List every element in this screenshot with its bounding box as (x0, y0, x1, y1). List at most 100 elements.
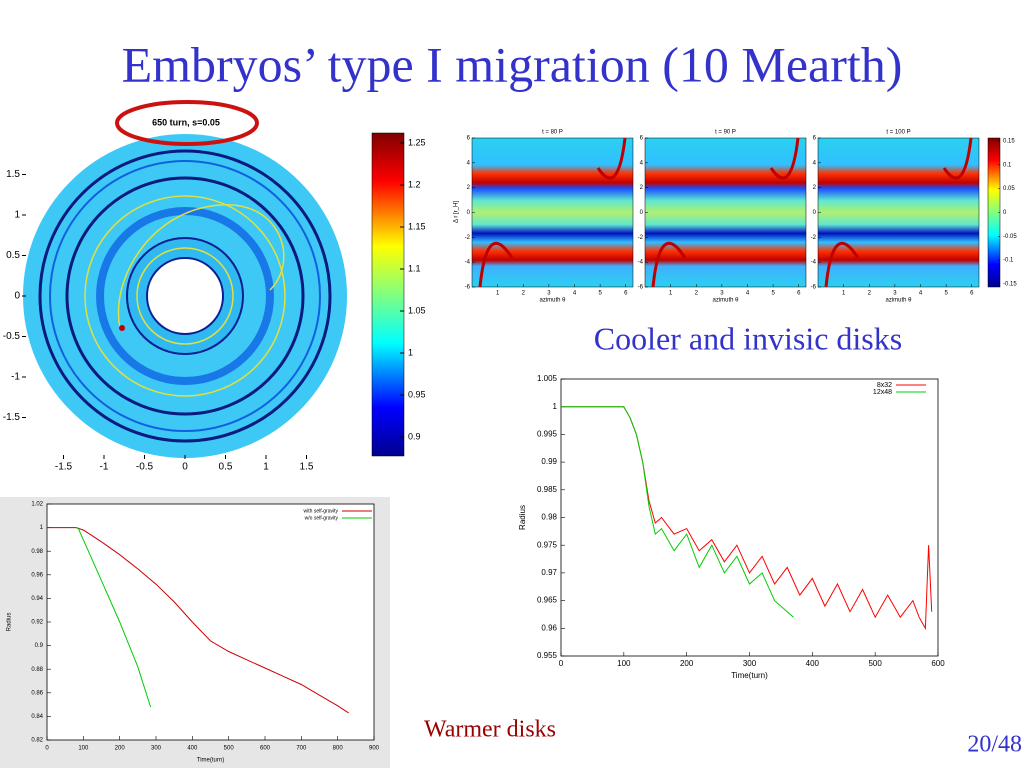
colorbar-tick-label: 1.25 (408, 137, 426, 147)
y-tick-label: 0.94 (31, 596, 43, 602)
disk-x-tick-label: 1 (263, 462, 269, 473)
y-tick-label: 0.955 (537, 651, 558, 660)
y-tick-label: 1.02 (31, 502, 43, 508)
heatmap-y-tick-label: 2 (467, 185, 471, 191)
heatmap-x-tick-label: 3 (720, 291, 724, 297)
series-line (561, 406, 794, 618)
heatmap-x-tick-label: 1 (842, 291, 846, 297)
heatmap-x-tick-label: 6 (624, 291, 628, 297)
y-tick-label: 0.96 (541, 623, 557, 632)
heatmap-y-tick-label: -4 (638, 260, 644, 266)
spiral-arm (651, 241, 687, 288)
disk-x-tick-label: -1.5 (55, 462, 73, 473)
heatmap-colorbar-tick-label: 0.1 (1003, 162, 1012, 168)
y-tick-label: 0.96 (31, 572, 43, 578)
disk-y-tick-label: -1.5 (3, 412, 21, 423)
heatmap-y-tick-label: 6 (813, 136, 817, 142)
series-line (47, 527, 349, 714)
y-tick-label: 0.97 (541, 568, 557, 577)
spiral-arm (596, 137, 627, 180)
heatmap-x-tick-label: 2 (522, 291, 526, 297)
legend-label: with self-gravity (304, 508, 339, 514)
heatmap-title: t = 80 P (542, 130, 563, 136)
cooler-panel (510, 370, 950, 690)
disk (23, 134, 347, 458)
heatmap-xlabel: azimuth θ (539, 298, 566, 304)
heatmap-y-tick-label: -6 (465, 285, 471, 291)
warmer-caption: Warmer disks (424, 717, 556, 743)
y-tick-label: 0.84 (31, 714, 43, 720)
highlight-ellipse (115, 100, 259, 146)
disk-y-tick-label: 0 (14, 291, 20, 302)
disk-y-tick-label: 1 (14, 210, 20, 221)
x-axis-label: Time(turn) (731, 671, 768, 680)
x-tick-label: 100 (617, 659, 631, 668)
heatmap-x-tick-label: 5 (944, 291, 948, 297)
heatmap-x-tick-label: 6 (970, 291, 974, 297)
heatmap-y-tick-label: -6 (811, 285, 817, 291)
heatmap-x-tick-label: 6 (797, 291, 801, 297)
heatmap-xlabel: azimuth θ (712, 298, 739, 304)
y-tick-label: 0.995 (537, 430, 558, 439)
spiral-arm (478, 241, 514, 288)
disk-y-tick-label: -1 (11, 372, 20, 383)
legend-label: 8x32 (877, 382, 892, 389)
heatmap-colorbar-tick-label: -0.05 (1003, 234, 1017, 240)
heatmap-xlabel: azimuth θ (885, 298, 912, 304)
heatmap-x-tick-label: 3 (893, 291, 897, 297)
heatmap-y-tick-label: -2 (811, 235, 817, 241)
spiral-arm (824, 241, 860, 288)
y-tick-label: 1 (40, 525, 44, 531)
y-tick-label: 0.98 (541, 513, 557, 522)
disk-x-tick-label: 0.5 (219, 462, 233, 473)
heatmap-y-tick-label: 4 (467, 160, 471, 166)
heatmap-x-tick-label: 2 (868, 291, 872, 297)
x-tick-label: 600 (260, 746, 271, 752)
x-tick-label: 200 (680, 659, 694, 668)
series-line (77, 527, 152, 708)
heatmap-y-tick-label: -2 (638, 235, 644, 241)
heatmap-x-tick-label: 2 (695, 291, 699, 297)
colorbar (371, 132, 405, 457)
heatmap-x-tick-label: 4 (746, 291, 750, 297)
x-tick-label: 400 (806, 659, 820, 668)
heatmap-y-tick-label: 0 (467, 210, 471, 216)
heatmap-colorbar-tick-label: -0.1 (1003, 258, 1014, 264)
spiral-arm (769, 137, 800, 180)
disk-y-tick-label: -0.5 (3, 331, 21, 342)
colorbar-tick-label: 0.9 (408, 431, 421, 441)
y-tick-label: 0.965 (537, 596, 558, 605)
heatmap-colorbar-tick-label: 0.15 (1003, 139, 1015, 145)
colorbar-tick-label: 1.05 (408, 305, 426, 315)
y-tick-label: 0.975 (537, 540, 558, 549)
disk-label: 650 turn, s=0.05 (152, 117, 220, 127)
heatmap-y-tick-label: -4 (465, 260, 471, 266)
heatmap-x-tick-label: 4 (573, 291, 577, 297)
warmer-plot-bg (47, 504, 374, 740)
heatmap-ylabel: Δ r [r_H] (454, 201, 460, 223)
colorbar-tick-label: 1.1 (408, 263, 421, 273)
y-tick-label: 0.98 (31, 549, 43, 555)
y-tick-label: 0.88 (31, 667, 43, 673)
x-tick-label: 800 (333, 746, 344, 752)
colorbar-tick-label: 1.2 (408, 179, 421, 189)
y-tick-label: 1 (553, 402, 558, 411)
heatmap-y-tick-label: 2 (640, 185, 644, 191)
disk-x-tick-label: -1 (100, 462, 109, 473)
spiral-arm (942, 137, 973, 180)
y-tick-label: 0.985 (537, 485, 558, 494)
heatmap-title: t = 90 P (715, 130, 736, 136)
x-tick-label: 0 (45, 746, 49, 752)
disk-y-tick-label: 0.5 (6, 250, 20, 261)
heatmap-x-tick-label: 1 (496, 291, 500, 297)
heatmap-y-tick-label: 4 (813, 160, 817, 166)
heatmap-y-tick-label: 2 (813, 185, 817, 191)
y-axis-label: Radius (518, 505, 527, 530)
heatmap-y-tick-label: 0 (813, 210, 817, 216)
heatmap-y-tick-label: 0 (640, 210, 644, 216)
x-tick-label: 600 (931, 659, 945, 668)
y-axis-label: Radius (7, 613, 13, 632)
heatmaps: Δ r [r_H] (454, 137, 980, 288)
disk-x-tick-label: -0.5 (136, 462, 154, 473)
slide-title: Embryos’ type I migration (10 Mearth) (122, 36, 903, 92)
